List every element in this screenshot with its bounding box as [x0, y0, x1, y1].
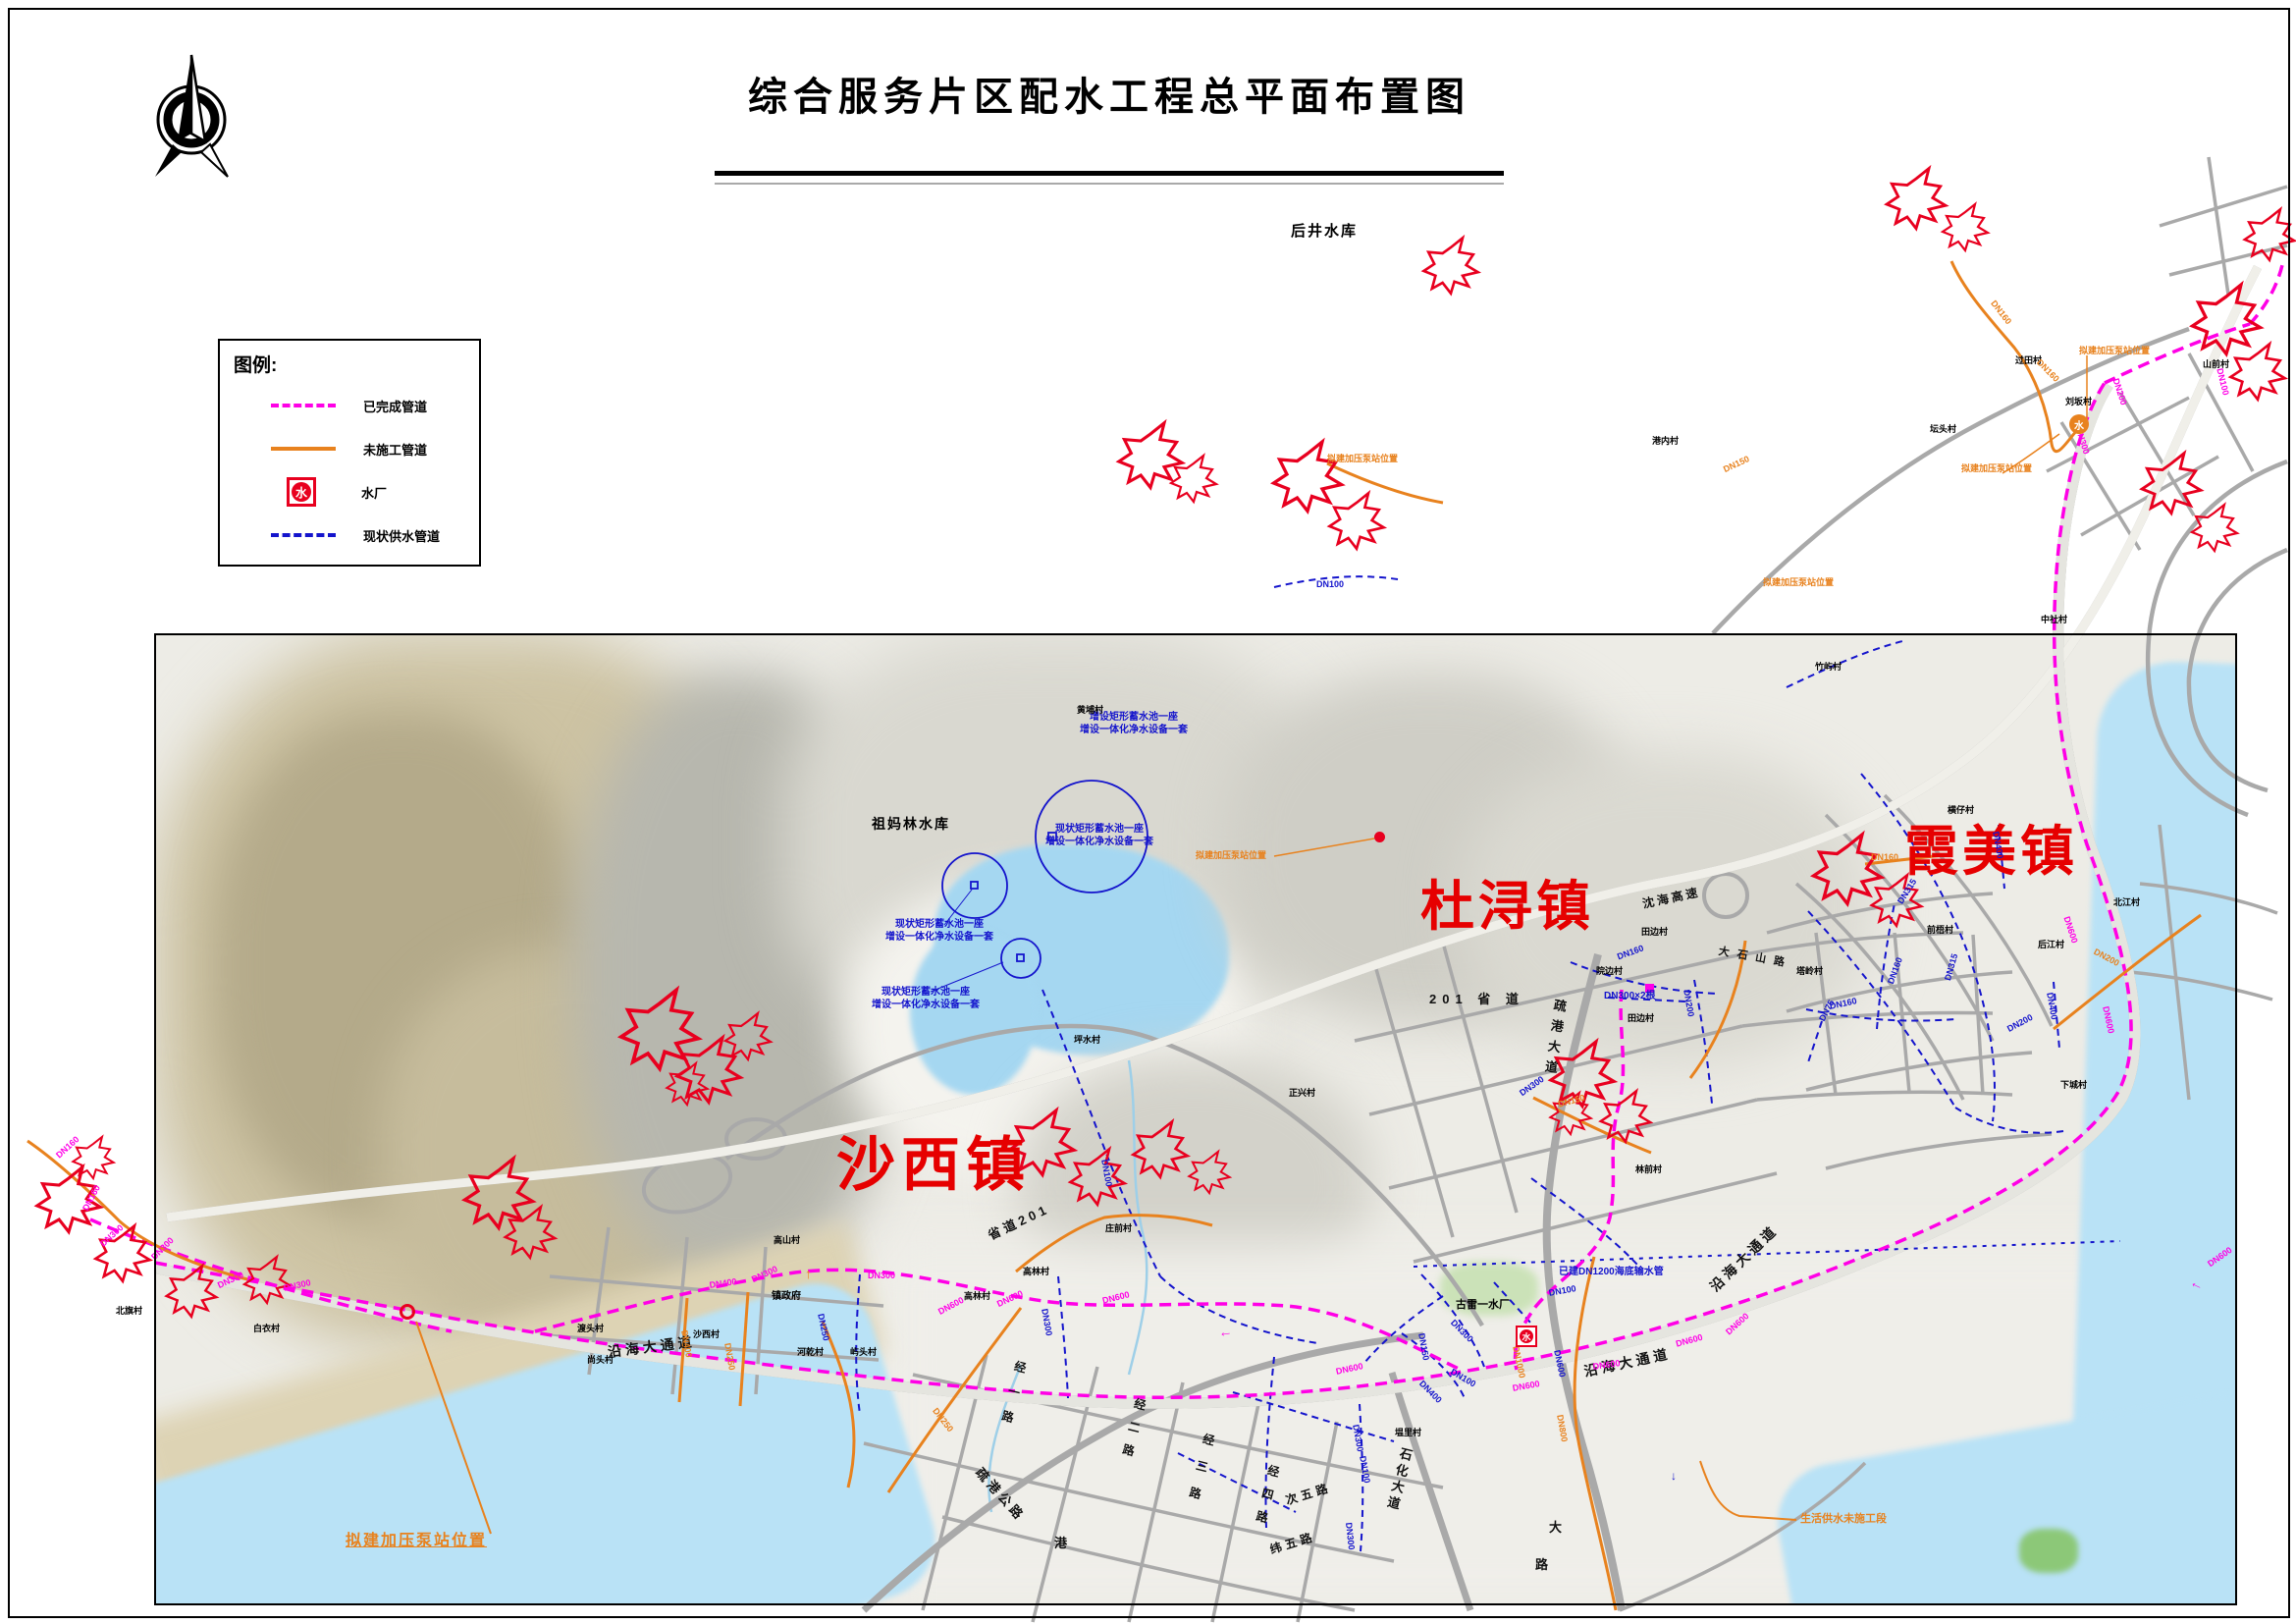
legend-item: 现状供水管道	[271, 520, 479, 550]
pipe-dn-label: DN160	[54, 1134, 81, 1161]
village-label: 过田村	[2015, 355, 2043, 365]
legend-item-label: 现状供水管道	[363, 528, 441, 544]
village-label: 港内村	[1652, 436, 1680, 446]
water-plant-icon: 水	[287, 477, 316, 507]
legend-item-label: 未施工管道	[363, 442, 428, 458]
legend-item-label: 水厂	[361, 485, 388, 501]
legend-item-label: 已完成管道	[363, 399, 428, 414]
village-label: 山前村	[2203, 359, 2230, 369]
pipe-dn-label: DN160	[2034, 357, 2061, 384]
existing-pipeline-swatch	[271, 533, 336, 537]
village-label: 北旗村	[116, 1306, 143, 1316]
legend-item: 水 水厂	[271, 477, 479, 507]
pump-station-icon: 水	[2069, 414, 2089, 434]
terrain-hills-gray	[1460, 751, 1872, 1065]
village-label: 刘坂村	[2065, 397, 2093, 406]
pump-note-label: 拟建加压泵站位置	[1961, 463, 2033, 473]
pipe-dn-label: DN100	[1316, 579, 1345, 589]
completed-pipeline-swatch	[271, 404, 336, 407]
pipe-dn-label: DN150	[1722, 454, 1751, 475]
legend: 图例: 已完成管道 未施工管道 水 水厂 现状供水管道	[218, 339, 481, 567]
green-patch	[1440, 1262, 1538, 1316]
pipe-dn-label: DN160	[1989, 298, 2014, 327]
north-arrow-compass-icon	[155, 54, 229, 178]
planned-pipeline-swatch	[271, 447, 336, 451]
pipe-dn-label: DN100	[2215, 367, 2231, 397]
proposed-pump-site-marker	[400, 1304, 415, 1320]
village-label: 中社村	[2041, 615, 2068, 624]
legend-item: 已完成管道	[271, 391, 479, 420]
title-underline	[715, 171, 1504, 176]
village-label: 坛头村	[1930, 424, 1957, 434]
pump-note-label: 拟建加压泵站位置	[1763, 577, 1835, 587]
title-underline-thin	[715, 183, 1504, 185]
legend-item: 未施工管道	[271, 434, 479, 463]
pump-note-label: 拟建加压泵站位置	[1327, 454, 1399, 463]
proposed-pump-site-dot	[1374, 832, 1385, 842]
drawing-title: 综合服务片区配水工程总平面布置图	[748, 76, 1470, 119]
reservoir-lake-arm	[910, 928, 1038, 1095]
map-canvas	[154, 633, 2237, 1605]
legend-heading: 图例:	[234, 355, 278, 376]
pipe-dn-label: DN200	[2110, 377, 2129, 406]
pipe-dn-label: DN160	[80, 1183, 102, 1213]
pump-note-label: 拟建加压泵站位置	[2079, 346, 2151, 355]
water-plant-icon: 水	[1516, 1326, 1537, 1347]
green-patch	[2019, 1529, 2078, 1573]
pipe-dn-label: DN300	[98, 1222, 126, 1249]
reservoir-label: 后井水库	[1291, 223, 1359, 240]
